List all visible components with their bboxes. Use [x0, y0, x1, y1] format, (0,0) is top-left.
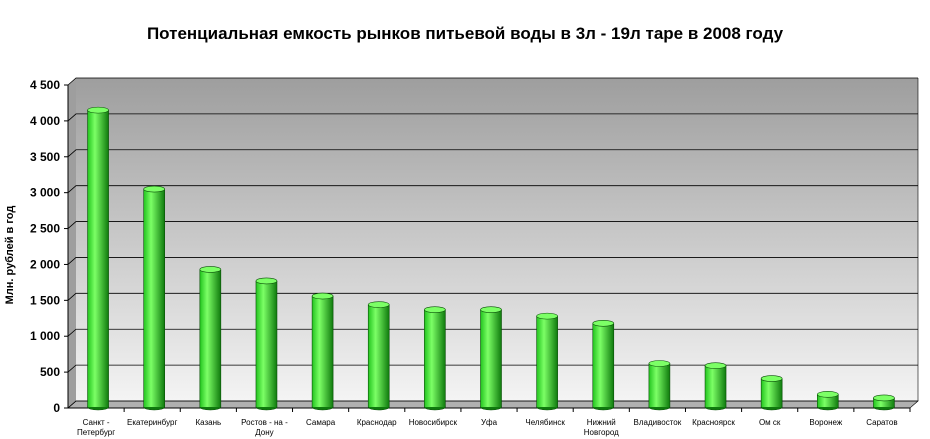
x-tick-label: Екатеринбург: [127, 418, 177, 427]
y-tick-label: 1 000: [30, 329, 60, 343]
x-tick-label: Саратов: [866, 418, 897, 427]
bar-body: [480, 309, 502, 407]
y-tick-label: 1 500: [30, 293, 60, 307]
x-tick-labels: Санкт -Петербург Екатеринбург Казань Ростов…: [77, 408, 911, 437]
gridline: [67, 77, 918, 86]
x-tick-label: Красноярск: [692, 418, 735, 427]
bar: [143, 185, 165, 411]
x-tick-label: Ростов - на -Дону: [241, 418, 288, 437]
y-tick-label: 3 000: [30, 186, 60, 200]
y-tick-labels: 0 500 1 000 1 500 2 000 2 500 3 000 3 500 4 000 4…: [30, 78, 68, 415]
bar-top: [816, 391, 839, 398]
bar-top: [760, 375, 783, 382]
y-tick-label: 500: [40, 365, 60, 379]
gridline: [67, 328, 918, 337]
x-tick-label: Санкт -Петербург: [77, 418, 115, 437]
chart-title: Потенциальная емкость рынков питьевой во…: [146, 24, 784, 43]
bar-top: [480, 306, 502, 313]
gridline: [67, 221, 918, 229]
bar-top: [143, 185, 165, 193]
x-tick-label: Уфа: [481, 418, 498, 427]
x-tick-label: Воронеж: [809, 418, 842, 427]
x-tick-label: Челябинск: [525, 418, 565, 427]
x-tick-label: Самара: [306, 418, 336, 427]
bar-top: [648, 360, 671, 367]
bar-top: [255, 277, 278, 285]
bar-top: [873, 394, 895, 402]
y-tick-label: 0: [53, 401, 60, 415]
bar: [199, 266, 222, 411]
bars: [87, 106, 895, 411]
bar-body: [873, 397, 895, 407]
bar-body: [592, 323, 614, 407]
bar: [592, 320, 615, 411]
y-tick-label: 4 000: [30, 114, 60, 128]
x-tick-label: Владивосток: [634, 418, 682, 427]
bar-top: [424, 306, 446, 313]
bar: [424, 306, 446, 411]
bar-top: [704, 362, 727, 369]
bar-body: [87, 110, 109, 407]
bar-body: [255, 280, 277, 407]
gridline: [67, 185, 918, 193]
bar: [87, 106, 109, 411]
bar-top: [199, 266, 222, 273]
bar: [704, 362, 727, 411]
gridline: [67, 257, 918, 265]
bar-body: [648, 363, 670, 407]
bar: [255, 277, 278, 411]
gridline: [67, 113, 918, 122]
bar: [816, 391, 839, 411]
bar: [311, 292, 334, 411]
y-axis-label: Млн. рублей в год: [4, 206, 16, 305]
bar: [367, 301, 390, 411]
bar: [480, 306, 502, 411]
bar-top: [367, 301, 390, 308]
gridline: [67, 292, 918, 301]
bar-top: [311, 292, 334, 300]
x-tick-label: Новосибирск: [409, 418, 458, 427]
y-tick-label: 3 500: [30, 150, 60, 164]
x-tick-label: Нижний Новгород: [584, 418, 619, 437]
bar-body: [368, 304, 390, 407]
gridline: [67, 149, 918, 158]
bar-body: [536, 316, 558, 407]
gridlines: [67, 77, 918, 409]
x-tick-label: Краснодар: [357, 418, 397, 427]
bar-body: [705, 365, 727, 407]
bar-body: [199, 269, 221, 407]
x-tick-label: Казань: [195, 418, 221, 427]
y-tick-label: 4 500: [30, 78, 60, 92]
y-tick-label: 2 000: [30, 257, 60, 271]
bar: [648, 360, 671, 411]
y-tick-label: 2 500: [30, 222, 60, 236]
bar-top: [87, 106, 109, 114]
gridline: [67, 400, 918, 409]
bar-top: [592, 320, 615, 327]
bar-body: [143, 189, 165, 407]
bar-body: [312, 296, 334, 407]
gridline: [67, 364, 918, 373]
side-wall: [68, 78, 76, 408]
bar: [873, 394, 895, 411]
x-tick-label: Ом ск: [759, 418, 781, 427]
bar: [760, 375, 783, 411]
bar-body: [817, 394, 839, 407]
bar-body: [424, 309, 446, 407]
bar-body: [761, 378, 783, 407]
bar: [536, 312, 558, 411]
bar-top: [536, 312, 558, 320]
